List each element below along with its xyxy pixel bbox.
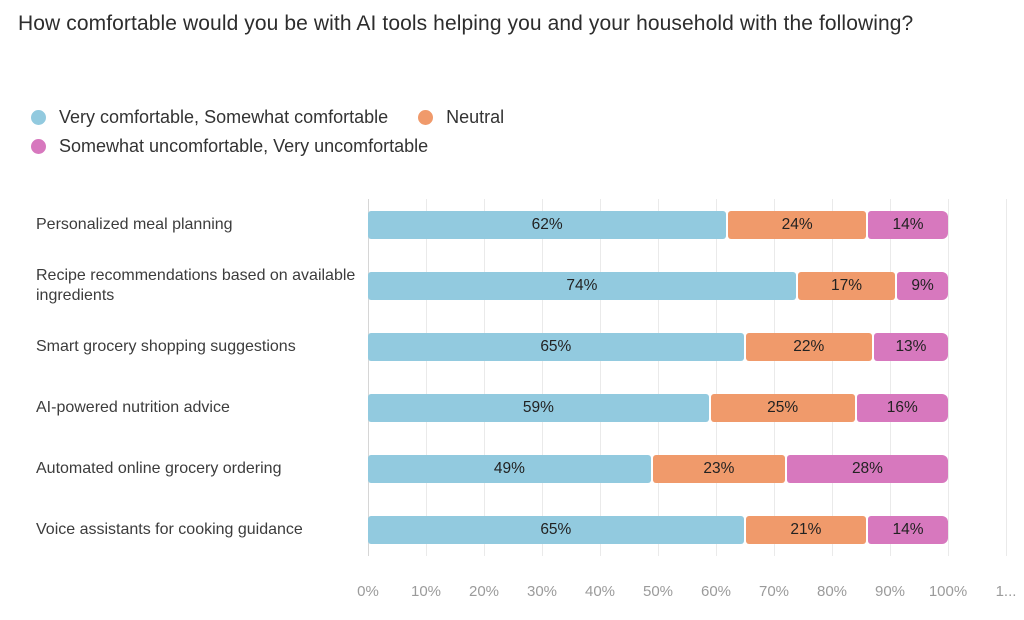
bar-segment[interactable]: 14% (868, 516, 948, 544)
bar-segment[interactable]: 25% (710, 394, 855, 422)
grid-line (832, 199, 833, 556)
bar-value-label: 22% (793, 338, 825, 355)
bar-value-label: 49% (493, 460, 525, 477)
category-label: AI-powered nutrition advice (36, 399, 230, 416)
grid-line (774, 199, 775, 556)
legend-item[interactable]: Very comfortable, Somewhat comfortable (31, 106, 388, 128)
category-label: Voice assistants for cooking guidance (36, 521, 303, 538)
legend: Very comfortable, Somewhat comfortable Ne… (31, 106, 671, 157)
x-axis-tick-label: 100% (928, 583, 968, 600)
chart-title: How comfortable would you be with AI too… (18, 12, 914, 35)
bar-segment[interactable]: 74% (368, 272, 796, 300)
bar-segment[interactable]: 13% (873, 333, 948, 361)
bar-row: 59% 25% 16% (368, 394, 948, 422)
x-axis-tick-label: 30% (526, 583, 558, 600)
bar-row: 65% 22% 13% (368, 333, 948, 361)
legend-swatch-icon (31, 109, 46, 125)
bar-segment[interactable]: 16% (856, 394, 948, 422)
legend-label: Neutral (446, 107, 505, 127)
bar-row: 74% 17% 9% (368, 272, 948, 300)
bar-value-label: 16% (886, 399, 918, 416)
bar-row: 65% 21% 14% (368, 516, 948, 544)
bar-segment[interactable]: 23% (652, 455, 785, 483)
bar-value-label: 62% (531, 216, 563, 233)
bar-value-label: 65% (540, 521, 572, 538)
bar-segment[interactable]: 9% (897, 272, 948, 300)
x-axis-tick-label: 40% (584, 583, 616, 600)
x-axis-tick-label: 20% (468, 583, 500, 600)
grid-line (426, 199, 427, 556)
bar-value-label: 24% (781, 216, 813, 233)
grid-line (1006, 199, 1007, 556)
grid-line (716, 199, 717, 556)
legend-swatch-icon (31, 138, 46, 154)
bar-value-label: 59% (522, 399, 554, 416)
grid-line (484, 199, 485, 556)
bar-segment[interactable]: 21% (745, 516, 867, 544)
bar-value-label: 28% (851, 460, 883, 477)
x-axis-tick-label: 50% (642, 583, 674, 600)
bar-segment[interactable]: 65% (368, 516, 744, 544)
legend-label: Very comfortable, Somewhat comfortable (59, 107, 389, 127)
legend-item[interactable]: Somewhat uncomfortable, Very uncomfortab… (31, 135, 428, 157)
chart: Personalized meal planning 62% 24% 14% Recip… (0, 198, 1024, 620)
x-axis-tick-label: 1... (995, 583, 1017, 600)
x-axis-tick-label: 10% (410, 583, 442, 600)
grid-line (658, 199, 659, 556)
legend-swatch-icon (418, 109, 434, 125)
category-label: Smart grocery shopping suggestions (36, 338, 296, 355)
grid-line (890, 199, 891, 556)
bar-value-label: 25% (767, 399, 799, 416)
bar-segment[interactable]: 14% (868, 211, 948, 239)
category-label: Personalized meal planning (36, 216, 233, 233)
category-label: Recipe recommendations based on availabl… (36, 267, 356, 304)
bar-segment[interactable]: 17% (797, 272, 896, 300)
legend-label: Somewhat uncomfortable, Very uncomfortab… (59, 136, 429, 156)
x-axis-tick-label: 0% (357, 583, 379, 600)
x-axis-tick-label: 80% (816, 583, 848, 600)
bar-value-label: 65% (540, 338, 572, 355)
bar-value-label: 13% (895, 338, 927, 355)
bar-value-label: 14% (892, 216, 924, 233)
bar-row: 49% 23% 28% (368, 455, 948, 483)
bar-value-label: 21% (790, 521, 822, 538)
x-axis-tick-label: 70% (758, 583, 790, 600)
bar-segment[interactable]: 28% (786, 455, 948, 483)
bar-segment[interactable]: 62% (368, 211, 727, 239)
bar-row: 62% 24% 14% (368, 211, 948, 239)
category-label: Automated online grocery ordering (36, 460, 282, 477)
bar-segment[interactable]: 24% (728, 211, 867, 239)
bar-segment[interactable]: 59% (368, 394, 709, 422)
bar-value-label: 23% (703, 460, 735, 477)
bar-value-label: 9% (911, 277, 934, 294)
grid-line (542, 199, 543, 556)
grid-line (948, 199, 949, 556)
bar-segment[interactable]: 65% (368, 333, 744, 361)
y-axis-line (368, 199, 369, 556)
x-axis-tick-label: 90% (874, 583, 906, 600)
bar-segment[interactable]: 22% (745, 333, 872, 361)
x-axis-tick-label: 60% (700, 583, 732, 600)
bar-segment[interactable]: 49% (368, 455, 651, 483)
legend-item[interactable]: Neutral (418, 106, 504, 128)
grid-line (600, 199, 601, 556)
bar-value-label: 17% (830, 277, 862, 294)
bar-value-label: 14% (892, 521, 924, 538)
bar-value-label: 74% (566, 277, 598, 294)
